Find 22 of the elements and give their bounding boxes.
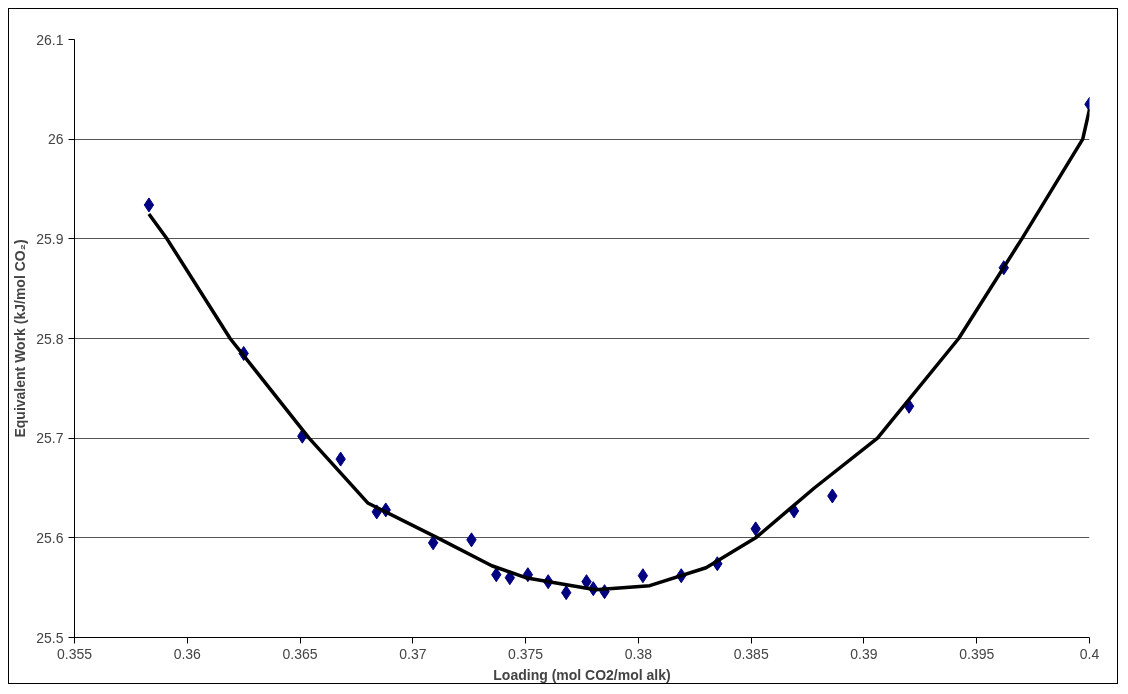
x-tick-label: 0.38 (624, 645, 653, 662)
y-tick-label: 25.5 (36, 629, 64, 646)
x-tick-label: 0.39 (850, 645, 878, 662)
x-tick-label: 0.4 (1079, 645, 1100, 662)
y-tick-label: 25.7 (36, 430, 64, 447)
x-tick-label: 0.355 (56, 645, 93, 662)
x-tick-label: 0.37 (399, 645, 427, 662)
x-tick-label: 0.395 (959, 645, 995, 662)
y-tick-label: 25.8 (36, 330, 64, 347)
point (427, 535, 439, 551)
point (143, 197, 155, 213)
y-tick-label: 25.9 (36, 230, 64, 247)
x-tick-label: 0.385 (733, 645, 769, 662)
x-tick-label: 0.36 (173, 645, 202, 662)
point (637, 568, 649, 584)
x-axis-title: Loading (mol CO2/mol alk) (493, 666, 671, 683)
x-tick-label: 0.375 (508, 645, 544, 662)
x-tick-label: 0.365 (282, 645, 318, 662)
y-axis-title: Equivalent Work (kJ/mol CO₂) (12, 239, 29, 438)
y-tick-label: 26.1 (36, 31, 64, 48)
y-tick-label: 26 (47, 131, 64, 148)
y-tick-label: 25.6 (36, 529, 64, 546)
